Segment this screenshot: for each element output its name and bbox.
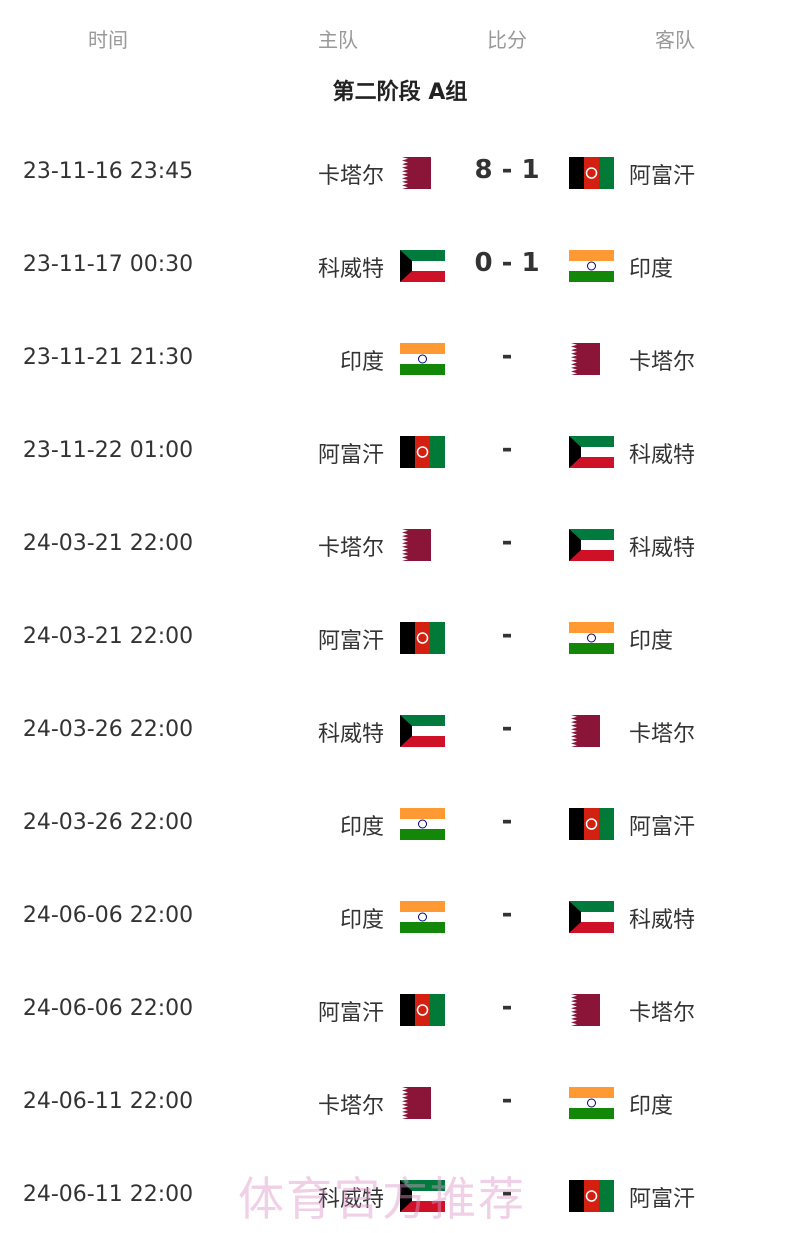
home-team[interactable]: 印度 bbox=[339, 350, 384, 375]
header-away: 客队 bbox=[655, 28, 695, 52]
match-score: - bbox=[501, 806, 513, 836]
afghanistan-flag-icon bbox=[400, 436, 445, 468]
match-row[interactable]: 24-06-11 22:00 科威特 - 阿富汗 bbox=[0, 1166, 800, 1226]
qatar-flag-icon bbox=[555, 994, 600, 1026]
away-team[interactable]: 印度 bbox=[629, 629, 674, 654]
qatar-flag-icon bbox=[386, 1087, 431, 1119]
qatar-flag-icon bbox=[555, 343, 600, 375]
away-team[interactable]: 阿富汗 bbox=[629, 164, 696, 189]
match-time: 24-06-11 22:00 bbox=[22, 1089, 194, 1114]
header-home: 主队 bbox=[318, 28, 358, 52]
match-row[interactable]: 24-06-06 22:00 印度 - 科威特 bbox=[0, 887, 800, 947]
match-row[interactable]: 23-11-17 00:30 科威特 0 - 1 印度 bbox=[0, 236, 800, 296]
india-flag-icon bbox=[400, 901, 445, 933]
home-team[interactable]: 卡塔尔 bbox=[317, 164, 384, 189]
qatar-flag-icon bbox=[386, 529, 431, 561]
match-time: 24-03-21 22:00 bbox=[22, 531, 194, 556]
match-score: - bbox=[501, 713, 513, 743]
match-score: 8 - 1 bbox=[474, 155, 540, 185]
india-flag-icon bbox=[400, 343, 445, 375]
kuwait-flag-icon bbox=[569, 529, 614, 561]
afghanistan-flag-icon bbox=[400, 622, 445, 654]
match-time: 23-11-21 21:30 bbox=[22, 345, 194, 370]
match-time: 23-11-22 01:00 bbox=[22, 438, 194, 463]
match-row[interactable]: 23-11-21 21:30 印度 - 卡塔尔 bbox=[0, 329, 800, 389]
home-team[interactable]: 阿富汗 bbox=[317, 629, 384, 654]
home-team[interactable]: 阿富汗 bbox=[317, 443, 384, 468]
match-score: - bbox=[501, 992, 513, 1022]
match-score: - bbox=[501, 527, 513, 557]
away-team[interactable]: 科威特 bbox=[629, 443, 696, 468]
kuwait-flag-icon bbox=[400, 715, 445, 747]
away-team[interactable]: 阿富汗 bbox=[629, 815, 696, 840]
match-score: - bbox=[501, 620, 513, 650]
away-team[interactable]: 卡塔尔 bbox=[629, 1001, 696, 1026]
match-time: 24-03-26 22:00 bbox=[22, 810, 194, 835]
india-flag-icon bbox=[569, 250, 614, 282]
match-score: - bbox=[501, 1085, 513, 1115]
kuwait-flag-icon bbox=[569, 436, 614, 468]
home-team[interactable]: 印度 bbox=[339, 908, 384, 933]
match-score: - bbox=[501, 899, 513, 929]
match-row[interactable]: 23-11-22 01:00 阿富汗 - 科威特 bbox=[0, 422, 800, 482]
kuwait-flag-icon bbox=[400, 250, 445, 282]
match-time: 24-03-26 22:00 bbox=[22, 717, 194, 742]
india-flag-icon bbox=[400, 808, 445, 840]
match-score: 0 - 1 bbox=[474, 248, 540, 278]
home-team[interactable]: 科威特 bbox=[317, 1187, 384, 1212]
match-row[interactable]: 24-03-21 22:00 卡塔尔 - 科威特 bbox=[0, 515, 800, 575]
match-score: - bbox=[501, 1178, 513, 1208]
home-team[interactable]: 科威特 bbox=[317, 722, 384, 747]
header-time: 时间 bbox=[88, 28, 128, 52]
header-score: 比分 bbox=[487, 28, 527, 52]
home-team[interactable]: 阿富汗 bbox=[317, 1001, 384, 1026]
away-team[interactable]: 印度 bbox=[629, 1094, 674, 1119]
match-row[interactable]: 23-11-16 23:45 卡塔尔 8 - 1 阿富汗 bbox=[0, 143, 800, 203]
match-score: - bbox=[501, 434, 513, 464]
away-team[interactable]: 卡塔尔 bbox=[629, 350, 696, 375]
match-row[interactable]: 24-06-06 22:00 阿富汗 - 卡塔尔 bbox=[0, 980, 800, 1040]
home-team[interactable]: 印度 bbox=[339, 815, 384, 840]
match-row[interactable]: 24-06-11 22:00 卡塔尔 - 印度 bbox=[0, 1073, 800, 1133]
group-title: 第二阶段 A组 bbox=[332, 80, 468, 105]
afghanistan-flag-icon bbox=[400, 994, 445, 1026]
away-team[interactable]: 印度 bbox=[629, 257, 674, 282]
afghanistan-flag-icon bbox=[569, 1180, 614, 1212]
india-flag-icon bbox=[569, 1087, 614, 1119]
match-time: 23-11-16 23:45 bbox=[22, 159, 194, 184]
match-score: - bbox=[501, 341, 513, 371]
india-flag-icon bbox=[569, 622, 614, 654]
away-team[interactable]: 阿富汗 bbox=[629, 1187, 696, 1212]
home-team[interactable]: 科威特 bbox=[317, 257, 384, 282]
qatar-flag-icon bbox=[555, 715, 600, 747]
away-team[interactable]: 科威特 bbox=[629, 908, 696, 933]
qatar-flag-icon bbox=[386, 157, 431, 189]
match-row[interactable]: 24-03-26 22:00 印度 - 阿富汗 bbox=[0, 794, 800, 854]
match-time: 24-03-21 22:00 bbox=[22, 624, 194, 649]
home-team[interactable]: 卡塔尔 bbox=[317, 536, 384, 561]
match-row[interactable]: 24-03-26 22:00 科威特 - 卡塔尔 bbox=[0, 701, 800, 761]
match-time: 23-11-17 00:30 bbox=[22, 252, 194, 277]
match-time: 24-06-11 22:00 bbox=[22, 1182, 194, 1207]
match-row[interactable]: 24-03-21 22:00 阿富汗 - 印度 bbox=[0, 608, 800, 668]
kuwait-flag-icon bbox=[400, 1180, 445, 1212]
afghanistan-flag-icon bbox=[569, 157, 614, 189]
afghanistan-flag-icon bbox=[569, 808, 614, 840]
away-team[interactable]: 卡塔尔 bbox=[629, 722, 696, 747]
match-time: 24-06-06 22:00 bbox=[22, 996, 194, 1021]
away-team[interactable]: 科威特 bbox=[629, 536, 696, 561]
kuwait-flag-icon bbox=[569, 901, 614, 933]
match-time: 24-06-06 22:00 bbox=[22, 903, 194, 928]
home-team[interactable]: 卡塔尔 bbox=[317, 1094, 384, 1119]
